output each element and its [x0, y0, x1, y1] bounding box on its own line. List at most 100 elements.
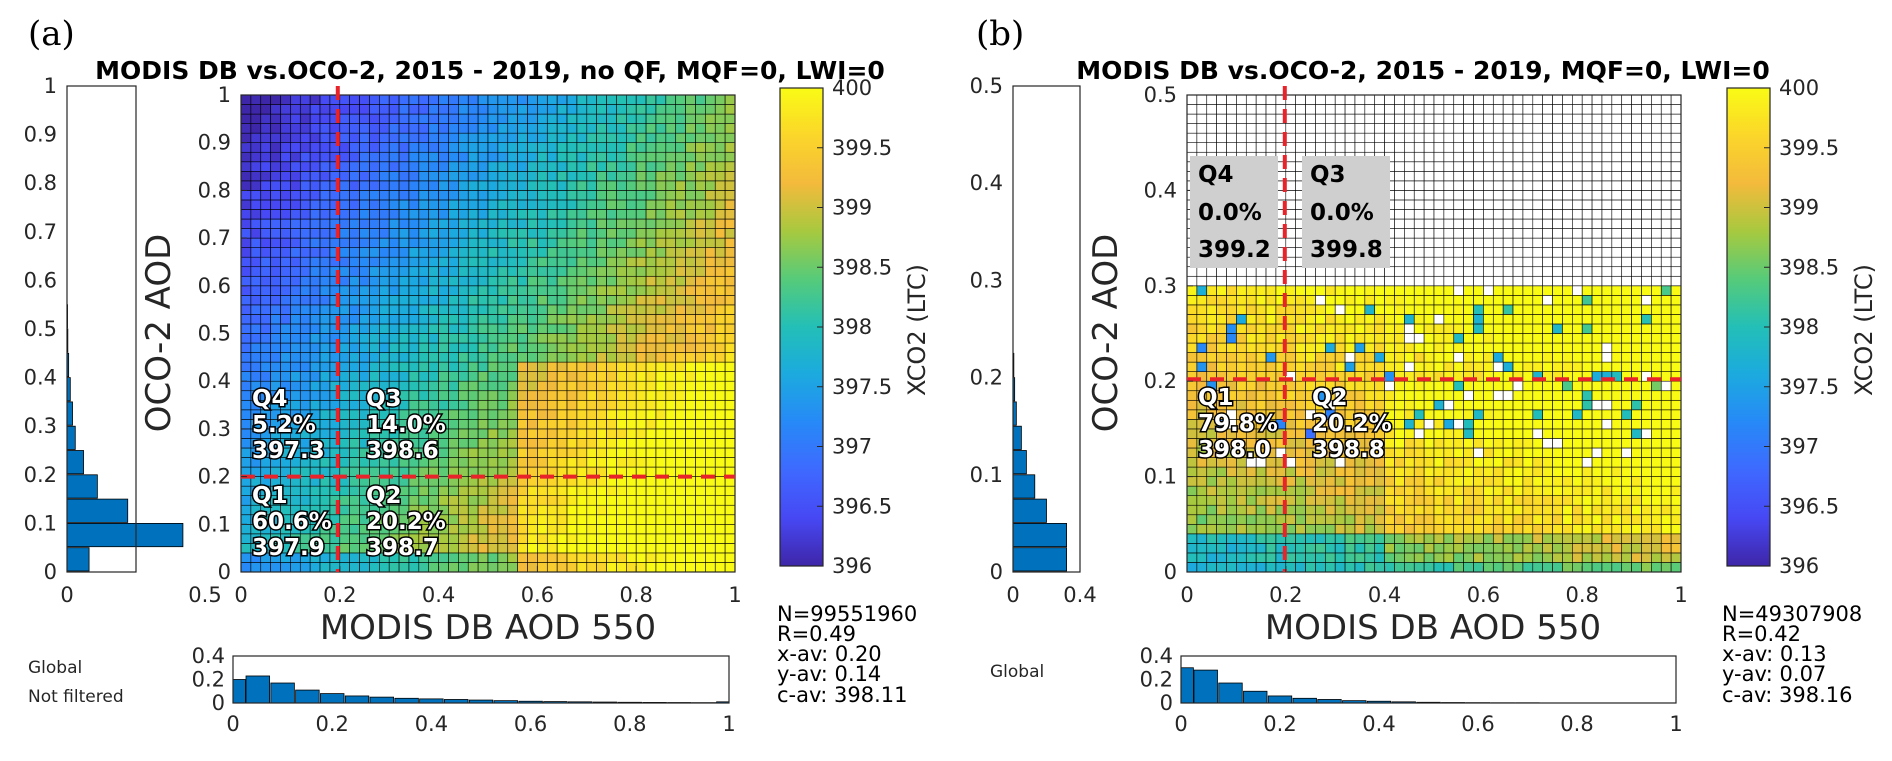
heatmap-cell [1197, 467, 1207, 477]
heatmap-cell [587, 133, 597, 143]
heatmap-cell [1592, 410, 1602, 420]
heatmap-cell [626, 314, 636, 324]
heatmap-cell [498, 114, 508, 124]
heatmap-cell [310, 152, 320, 162]
heatmap-cell [1325, 477, 1335, 487]
heatmap-cell [1612, 353, 1622, 363]
heatmap-cell [448, 400, 458, 410]
heatmap-cell [310, 219, 320, 229]
heatmap-cell [389, 267, 399, 277]
heatmap-cell [656, 400, 666, 410]
heatmap-cell [1602, 114, 1612, 124]
heatmap-cell [379, 353, 389, 363]
heatmap-cell [1641, 314, 1651, 324]
heatmap-cell [1296, 543, 1306, 553]
heatmap-cell [1236, 133, 1246, 143]
heatmap-cell [419, 181, 429, 191]
heatmap-cell [616, 448, 626, 458]
heatmap-cell [705, 209, 715, 219]
heatmap-cell [626, 171, 636, 181]
heatmap-cell [508, 534, 518, 544]
heatmap-cell [281, 209, 291, 219]
heatmap-cell [1493, 219, 1503, 229]
heatmap-cell [656, 496, 666, 506]
heatmap-cell [1246, 105, 1256, 115]
heatmap-cell [1622, 343, 1632, 353]
heatmap-cell [498, 238, 508, 248]
heatmap-cell [1296, 276, 1306, 286]
heatmap-cell [1582, 209, 1592, 219]
heatmap-cell [1325, 505, 1335, 515]
heatmap-cell [577, 458, 587, 468]
heatmap-cell [1434, 448, 1444, 458]
heatmap-cell [587, 362, 597, 372]
heatmap-cell [241, 505, 251, 515]
heatmap-cell [577, 95, 587, 105]
heatmap-cell [1365, 124, 1375, 134]
heatmap-cell [1434, 353, 1444, 363]
heatmap-cell [518, 181, 528, 191]
heatmap-cell [488, 372, 498, 382]
heatmap-cell [1266, 467, 1276, 477]
heatmap-cell [498, 505, 508, 515]
heatmap-cell [409, 124, 419, 134]
heatmap-cell [399, 200, 409, 210]
heatmap-cell [1424, 133, 1434, 143]
heatmap-cell [1286, 486, 1296, 496]
heatmap-cell [281, 295, 291, 305]
heatmap-cell [1335, 267, 1345, 277]
heatmap-cell [676, 219, 686, 229]
heatmap-cell [656, 95, 666, 105]
heatmap-cell [607, 353, 617, 363]
heatmap-cell [508, 334, 518, 344]
colorbar-tick-label: 399.5 [832, 136, 892, 160]
heatmap-cell [419, 343, 429, 353]
heatmap-cell [656, 562, 666, 572]
heatmap-cell [1592, 562, 1602, 572]
heatmap-cell [1523, 95, 1533, 105]
heatmap-cell [1464, 562, 1474, 572]
heatmap-cell [656, 505, 666, 515]
heatmap-cell [1523, 209, 1533, 219]
heatmap-cell [656, 543, 666, 553]
heatmap-cell [1612, 257, 1622, 267]
heatmap-cell [666, 162, 676, 172]
heatmap-cell [1483, 152, 1493, 162]
heatmap-cell [320, 391, 330, 401]
heatmap-cell [300, 152, 310, 162]
heatmap-cell [439, 124, 449, 134]
heatmap-cell [379, 200, 389, 210]
heatmap-cell [1286, 496, 1296, 506]
heatmap-cell [1197, 496, 1207, 506]
heatmap-cell [1474, 276, 1484, 286]
heatmap-cell [498, 372, 508, 382]
heatmap-cell [1612, 410, 1622, 420]
heatmap-cell [419, 391, 429, 401]
heatmap-cell [1632, 400, 1642, 410]
heatmap-cell [1286, 229, 1296, 239]
heatmap-cell [1641, 553, 1651, 563]
heatmap-cell [1572, 209, 1582, 219]
heatmap-cell [547, 219, 557, 229]
heatmap-cell [1345, 334, 1355, 344]
y-histogram-x-tick-label: 0 [1006, 583, 1019, 607]
heatmap-cell [1266, 553, 1276, 563]
heatmap-cell [1286, 343, 1296, 353]
heatmap-cell [1503, 133, 1513, 143]
heatmap-cell [1612, 133, 1622, 143]
heatmap-cell [310, 114, 320, 124]
heatmap-cell [498, 391, 508, 401]
heatmap-cell [557, 162, 567, 172]
heatmap-cell [488, 429, 498, 439]
heatmap-cell [1483, 248, 1493, 258]
heatmap-cell [1553, 477, 1563, 487]
heatmap-cell [1503, 324, 1513, 334]
heatmap-cell [1622, 467, 1632, 477]
heatmap-cell [1612, 105, 1622, 115]
heatmap-cell [1207, 562, 1217, 572]
heatmap-cell [281, 105, 291, 115]
heatmap-cell [1365, 133, 1375, 143]
heatmap-cell [597, 534, 607, 544]
heatmap-cell [1632, 286, 1642, 296]
heatmap-cell [241, 496, 251, 506]
